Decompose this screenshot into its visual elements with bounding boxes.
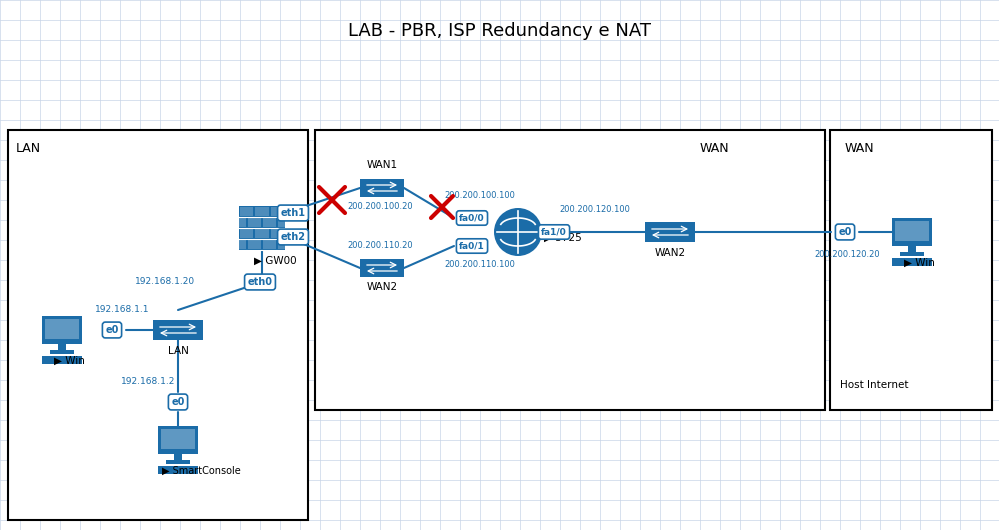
Bar (830, 130, 992, 410)
Bar (233, 240, 246, 249)
Bar (225, 207, 238, 216)
Bar (42, 316, 82, 344)
Text: LAB - PBR, ISP Redundancy e NAT: LAB - PBR, ISP Redundancy e NAT (348, 22, 650, 40)
Bar (892, 258, 932, 266)
Text: 200.200.120.20: 200.200.120.20 (814, 250, 880, 259)
Text: fa1/0: fa1/0 (541, 227, 566, 236)
Bar (45, 319, 79, 339)
Text: WAN2: WAN2 (367, 282, 398, 292)
Text: ▶ GW00: ▶ GW00 (254, 256, 297, 266)
Bar (240, 207, 254, 216)
Text: 192.168.1.1: 192.168.1.1 (95, 305, 149, 314)
Bar (240, 229, 254, 238)
Bar (279, 218, 292, 227)
Bar (256, 229, 269, 238)
Text: LAN: LAN (168, 346, 189, 356)
Bar (158, 426, 198, 454)
Bar (248, 218, 261, 227)
Bar (225, 229, 238, 238)
Bar (153, 320, 203, 340)
Bar (315, 130, 825, 410)
Bar (892, 218, 932, 246)
Bar (908, 246, 916, 252)
Bar (895, 221, 929, 241)
Bar (271, 229, 284, 238)
Text: WAN1: WAN1 (367, 160, 398, 170)
Bar (263, 240, 277, 249)
Text: WAN2: WAN2 (654, 248, 685, 258)
Bar (233, 218, 246, 227)
Text: ▶ Win: ▶ Win (54, 356, 85, 366)
Text: 192.168.1.2: 192.168.1.2 (121, 377, 175, 386)
Bar (263, 218, 277, 227)
Bar (286, 207, 300, 216)
Bar (217, 218, 231, 227)
Bar (360, 179, 404, 197)
Text: 200.200.110.20: 200.200.110.20 (348, 241, 413, 250)
Bar (166, 460, 190, 464)
Bar (279, 240, 292, 249)
Text: Host Internet: Host Internet (840, 380, 908, 390)
Text: WAN: WAN (700, 142, 729, 155)
Text: e0: e0 (838, 227, 852, 237)
Text: eth0: eth0 (248, 277, 273, 287)
Text: 200.200.100.20: 200.200.100.20 (348, 202, 413, 211)
Bar (158, 466, 198, 474)
Bar (248, 240, 261, 249)
Bar (58, 344, 66, 350)
Bar (42, 356, 82, 364)
Text: 200.200.100.100: 200.200.100.100 (445, 191, 515, 200)
Circle shape (494, 208, 542, 256)
Text: ▶ 3725: ▶ 3725 (544, 233, 581, 243)
Text: eth1: eth1 (281, 208, 306, 218)
Text: ▶ SmartConsole: ▶ SmartConsole (162, 466, 241, 476)
Text: e0: e0 (171, 397, 185, 407)
Bar (900, 252, 924, 256)
Bar (645, 222, 695, 242)
Bar (256, 207, 269, 216)
Text: 200.200.110.100: 200.200.110.100 (445, 260, 515, 269)
Text: fa0/1: fa0/1 (460, 242, 485, 251)
Bar (161, 429, 195, 449)
Bar (174, 454, 182, 460)
Bar (239, 206, 285, 250)
Text: LAN: LAN (16, 142, 41, 155)
Text: fa0/0: fa0/0 (460, 214, 485, 223)
Text: e0: e0 (105, 325, 119, 335)
Bar (360, 259, 404, 277)
Bar (286, 229, 300, 238)
Bar (217, 240, 231, 249)
Text: ▶ Win: ▶ Win (904, 258, 935, 268)
Bar (50, 350, 74, 354)
Text: 192.168.1.20: 192.168.1.20 (135, 278, 195, 287)
Bar (8, 130, 308, 520)
Text: WAN: WAN (845, 142, 875, 155)
Text: eth2: eth2 (281, 232, 306, 242)
Text: 200.200.120.100: 200.200.120.100 (559, 205, 630, 214)
Bar (271, 207, 284, 216)
